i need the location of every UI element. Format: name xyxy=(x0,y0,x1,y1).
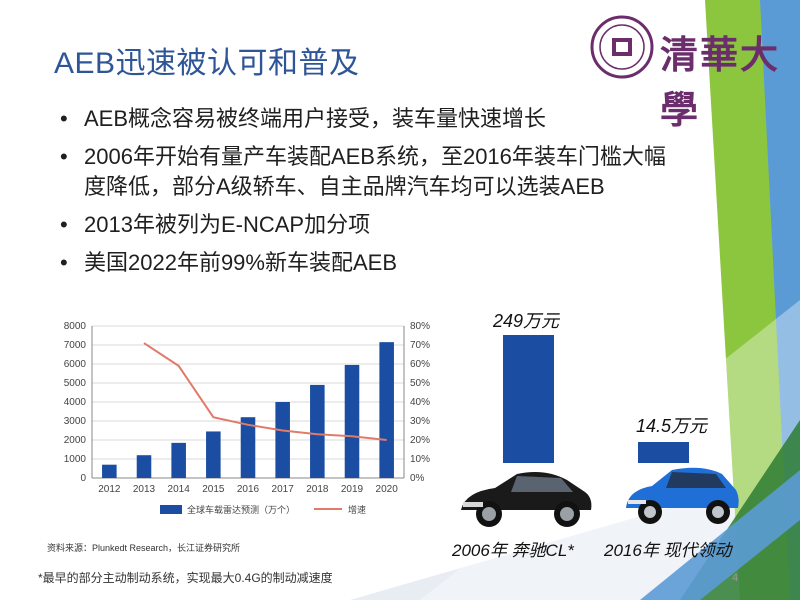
y-right-tick-label: 0% xyxy=(410,473,425,484)
bar-radar-2019 xyxy=(344,364,360,478)
y-left-tick-label: 8000 xyxy=(64,321,87,332)
x-tick-label: 2014 xyxy=(168,484,191,495)
price-label-left: 249万元 xyxy=(493,311,560,331)
x-tick-label: 2018 xyxy=(306,484,329,495)
bar-radar-2014 xyxy=(171,442,186,478)
y-left-tick-label: 6000 xyxy=(64,359,87,370)
mercedes-car-icon xyxy=(461,472,592,527)
logo-text: 清華大學 xyxy=(660,32,781,132)
x-tick-label: 2015 xyxy=(202,484,225,495)
legend-label-bars: 全球车载雷达预测（万个） xyxy=(187,504,295,515)
car-label-left: 2006年 奔驰CL* xyxy=(452,541,574,560)
page-number: 4 xyxy=(732,572,739,584)
y-right-tick-label: 20% xyxy=(410,435,430,446)
x-tick-label: 2012 xyxy=(98,484,121,495)
footnote: *最早的部分主动制动系统，实现最大0.4G的制动减速度 xyxy=(38,571,333,585)
price-bar-left xyxy=(503,335,554,463)
university-logo: 清華大學 xyxy=(588,10,788,132)
bullet-item: • 美国2022年前99%新车装配AEB xyxy=(60,250,397,275)
legend-label-line: 增速 xyxy=(348,504,366,515)
y-left-tick-label: 1000 xyxy=(64,454,87,465)
y-left-tick-label: 7000 xyxy=(64,340,87,351)
radar-forecast-chart: 0 1000 2000 3000 4000 5000 6000 7000 8000 0% 10% 20… xyxy=(42,316,452,548)
price-label-right: 14.5万元 xyxy=(636,416,708,436)
x-tick-label: 2020 xyxy=(376,484,399,495)
y-left-tick-label: 3000 xyxy=(64,416,87,427)
price-bar-right xyxy=(638,442,689,463)
y-right-tick-label: 70% xyxy=(410,340,430,351)
legend-swatch-bars xyxy=(160,505,182,514)
x-tick-label: 2013 xyxy=(133,484,156,495)
bar-radar-2018 xyxy=(310,384,325,478)
x-tick-label: 2019 xyxy=(341,484,364,495)
bullet-item: • AEB概念容易被终端用户接受，装车量快速增长 xyxy=(60,106,547,131)
seal-icon xyxy=(590,15,654,79)
y-left-tick-label: 0 xyxy=(80,473,86,484)
bg-blue-stripe xyxy=(640,470,800,600)
bar-radar-2013 xyxy=(136,455,152,478)
y-right-tick-label: 60% xyxy=(410,359,430,370)
y-right-tick-label: 80% xyxy=(410,321,430,332)
bar-radar-2015 xyxy=(206,431,221,478)
x-tick-label: 2017 xyxy=(272,484,295,495)
bar-radar-2017 xyxy=(275,402,290,478)
bullet-item: • 2006年开始有量产车装配AEB系统，至2016年装车门槛大幅度降低，部分A级… xyxy=(60,144,666,199)
y-right-tick-label: 50% xyxy=(410,378,430,389)
y-left-tick-label: 4000 xyxy=(64,397,87,408)
y-right-tick-label: 30% xyxy=(410,416,430,427)
y-right-tick-label: 10% xyxy=(410,454,430,465)
bar-radar-2020 xyxy=(379,342,394,478)
y-right-tick-label: 40% xyxy=(410,397,430,408)
y-left-tick-label: 5000 xyxy=(64,378,87,389)
x-tick-label: 2016 xyxy=(237,484,260,495)
bullet-item: • 2013年被列为E-NCAP加分项 xyxy=(60,212,371,237)
slide-title: AEB迅速被认可和普及 xyxy=(54,47,360,80)
growth-rate-line xyxy=(143,342,387,441)
bar-radar-2016 xyxy=(240,417,256,478)
bg-white-triangle xyxy=(420,300,800,600)
hyundai-car-icon xyxy=(626,467,739,524)
car-label-right: 2016年 现代领动 xyxy=(604,541,732,560)
y-left-tick-label: 2000 xyxy=(64,435,87,446)
source-note: 资料来源：Plunkedt Research，长江证券研究所 xyxy=(47,543,241,553)
bar-radar-2012 xyxy=(102,464,117,478)
bullet-list: • AEB概念容易被终端用户接受，装车量快速增长 • 2006年开始有量产车装配AE… xyxy=(58,104,684,286)
